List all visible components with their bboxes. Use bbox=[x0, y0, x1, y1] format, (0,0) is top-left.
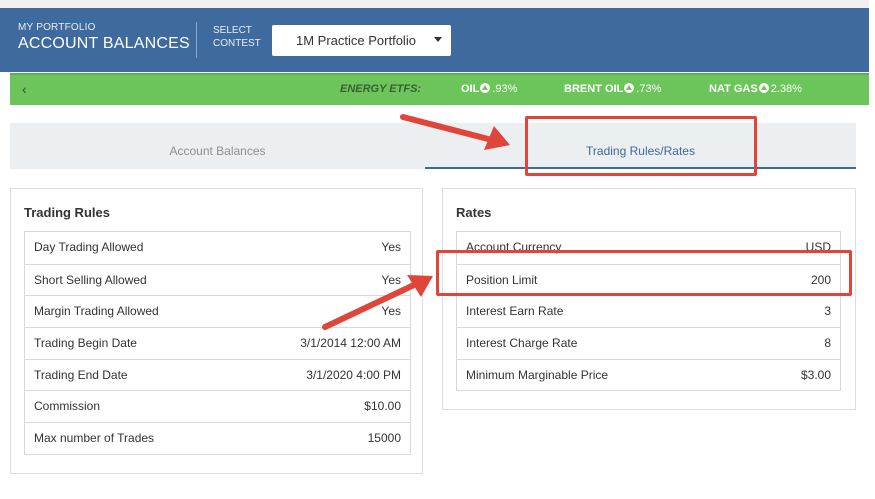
row-key: Position Limit bbox=[466, 272, 538, 287]
ticker-item-brent-oil[interactable]: BRENT OIL .73% bbox=[564, 83, 661, 95]
table-row: Max number of Trades 15000 bbox=[25, 422, 410, 454]
row-key: Commission bbox=[34, 399, 101, 414]
page-title: ACCOUNT BALANCES bbox=[18, 35, 190, 52]
table-row: Trading Begin Date 3/1/2014 12:00 AM bbox=[25, 327, 410, 359]
tab-account-balances[interactable]: Account Balances bbox=[169, 144, 266, 158]
table-row: Minimum Marginable Price $3.00 bbox=[457, 358, 840, 391]
caret-down-icon bbox=[434, 37, 442, 42]
row-key: Interest Charge Rate bbox=[466, 336, 578, 351]
ticker-change: .93% bbox=[492, 83, 518, 95]
row-value: 3 bbox=[824, 304, 831, 319]
header-small-label: MY PORTFOLIO bbox=[18, 22, 96, 33]
row-key: Max number of Trades bbox=[34, 431, 155, 446]
rates-panel: Rates Account Currency USD Position Limit… bbox=[442, 188, 856, 410]
table-row: Interest Charge Rate 8 bbox=[457, 327, 840, 359]
row-value: 3/1/2020 4:00 PM bbox=[306, 367, 401, 382]
annotation-arrow-to-position-limit bbox=[322, 275, 433, 330]
ticker-name: OIL bbox=[461, 83, 480, 95]
row-value: 3/1/2014 12:00 AM bbox=[300, 336, 401, 351]
annotation-arrow-to-tab bbox=[400, 114, 510, 150]
table-row: Commission $10.00 bbox=[25, 390, 410, 422]
ticker-item-nat-gas[interactable]: NAT GAS 2.38% bbox=[709, 83, 802, 95]
arrow-up-circle-icon bbox=[758, 83, 769, 93]
row-value: Yes bbox=[381, 304, 401, 319]
rates-title: Rates bbox=[456, 205, 492, 220]
select-label-line1: SELECT bbox=[213, 25, 252, 36]
row-key: Trading End Date bbox=[34, 367, 128, 382]
contest-select-value: 1M Practice Portfolio bbox=[296, 33, 416, 48]
table-row: Trading End Date 3/1/2020 4:00 PM bbox=[25, 358, 410, 391]
ticker-item-oil[interactable]: OIL .93% bbox=[461, 83, 517, 95]
annotation-box-position-limit bbox=[436, 250, 852, 296]
select-label-line2: CONTEST bbox=[213, 38, 261, 49]
trading-rules-panel: Trading Rules Day Trading Allowed Yes Sho… bbox=[10, 188, 423, 474]
row-key: Interest Earn Rate bbox=[466, 304, 564, 319]
table-row: Position Limit 200 bbox=[457, 263, 840, 296]
ticker-group-label: ENERGY ETFS: bbox=[340, 83, 422, 95]
tab-bar: Account Balances Trading Rules/Rates bbox=[10, 123, 856, 169]
row-value: Yes bbox=[381, 240, 401, 254]
annotation-box-tab bbox=[525, 116, 757, 176]
table-row: Short Selling Allowed Yes bbox=[25, 263, 410, 296]
ticker-bar: ‹ ENERGY ETFS: OIL .93% BRENT OIL .73% NAT… bbox=[10, 73, 869, 105]
top-strip bbox=[0, 0, 875, 8]
app-header: MY PORTFOLIO ACCOUNT BALANCES SELECT CON… bbox=[0, 8, 869, 72]
chevron-left-icon[interactable]: ‹ bbox=[22, 81, 27, 97]
arrow-up-circle-icon bbox=[624, 83, 635, 93]
row-key: Minimum Marginable Price bbox=[466, 367, 609, 382]
row-key: Margin Trading Allowed bbox=[34, 304, 159, 319]
trading-rules-title: Trading Rules bbox=[24, 205, 110, 220]
trading-rules-table: Day Trading Allowed Yes Short Selling All… bbox=[24, 231, 411, 455]
row-value: 8 bbox=[824, 336, 831, 351]
tab-trading-rules-rates[interactable]: Trading Rules/Rates bbox=[425, 123, 856, 169]
row-value: Yes bbox=[381, 272, 401, 287]
row-value: $10.00 bbox=[364, 399, 401, 414]
right-edge bbox=[869, 0, 875, 499]
ticker-name: NAT GAS bbox=[709, 83, 758, 95]
row-value: $3.00 bbox=[800, 367, 831, 382]
table-row: Margin Trading Allowed Yes bbox=[25, 295, 410, 327]
row-value: 200 bbox=[810, 272, 831, 287]
table-row: Day Trading Allowed Yes bbox=[25, 232, 410, 264]
row-key: Trading Begin Date bbox=[34, 336, 137, 351]
header-divider bbox=[196, 22, 197, 58]
ticker-change: 2.38% bbox=[770, 83, 802, 95]
contest-select[interactable]: 1M Practice Portfolio bbox=[272, 25, 451, 56]
row-value: 15000 bbox=[367, 431, 401, 446]
arrow-up-circle-icon bbox=[480, 83, 491, 93]
row-key: Short Selling Allowed bbox=[34, 272, 147, 287]
ticker-change: .73% bbox=[636, 83, 662, 95]
row-key: Day Trading Allowed bbox=[34, 240, 144, 254]
ticker-name: BRENT OIL bbox=[564, 83, 624, 95]
